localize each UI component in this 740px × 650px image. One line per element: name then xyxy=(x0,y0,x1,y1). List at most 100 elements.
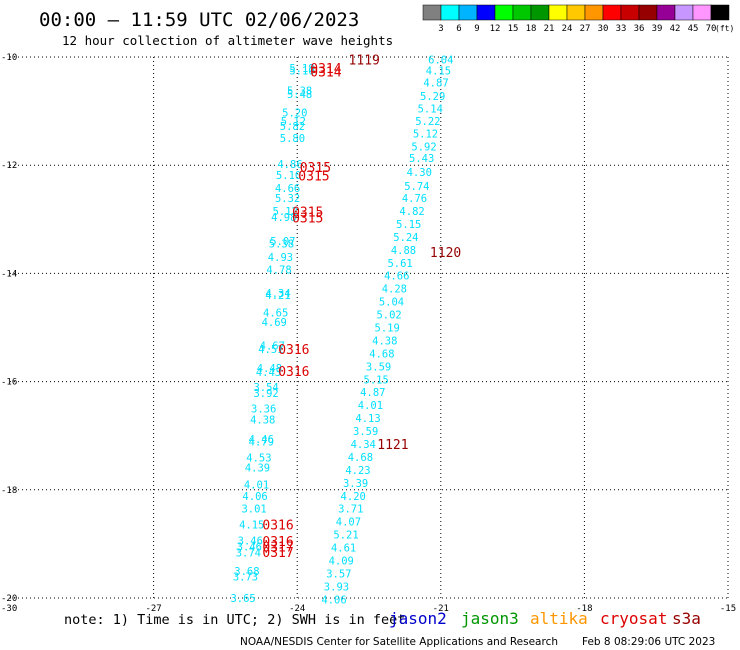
legend-jason2: jason2 xyxy=(389,609,447,628)
y-tick-label: -16 xyxy=(1,378,17,388)
colorbar-label: 9 xyxy=(474,24,479,34)
swh-value: 4.67 xyxy=(260,340,285,352)
colorbar-swatch xyxy=(674,4,694,21)
grid xyxy=(10,56,729,599)
legend-jason3: jason3 xyxy=(461,609,519,628)
swh-value: 5.92 xyxy=(411,141,436,153)
y-tick-label: -10 xyxy=(1,53,17,63)
colorbar: 3 6 9 12 15 18 21 24 27 30 33 36 39 42 45 70(ft) xyxy=(422,4,734,34)
colorbar-swatch xyxy=(602,4,622,21)
swh-value: 6.04 xyxy=(428,55,453,67)
swh-value: 4.15 xyxy=(239,519,264,531)
x-tick-label: -30 xyxy=(1,604,17,614)
swh-value: 4.66 xyxy=(384,271,409,283)
swh-value: 4.98 xyxy=(271,212,296,224)
swh-value: 4.66 xyxy=(275,183,300,195)
swh-value: 4.09 xyxy=(329,556,354,568)
colorbar-label: 70 xyxy=(706,24,717,34)
swh-value: 4.13 xyxy=(355,413,380,425)
swh-value: 3.92 xyxy=(253,388,278,400)
colorbar-swatch xyxy=(638,4,658,21)
swh-value: 4.79 xyxy=(249,437,274,449)
swh-value: 4.88 xyxy=(391,245,416,257)
swh-value: 3.01 xyxy=(241,504,266,516)
swh-value: 4.78 xyxy=(266,265,291,277)
swh-value: 5.74 xyxy=(404,181,429,193)
swh-value: 5.12 xyxy=(281,116,306,128)
y-tick-label: -14 xyxy=(1,269,17,279)
swh-value: 5.04 xyxy=(379,297,404,309)
swh-value: 3.59 xyxy=(366,361,391,373)
colorbar-unit: (ft) xyxy=(715,24,734,33)
time-label: 0315 xyxy=(298,169,329,184)
legend-s3a: s3a xyxy=(672,609,701,628)
colorbar-swatch xyxy=(548,4,568,21)
swh-value: 3.46 xyxy=(237,542,262,554)
swh-value: 4.34 xyxy=(265,288,290,300)
swh-value: 5.48 xyxy=(287,89,312,101)
swh-value: 4.38 xyxy=(372,335,397,347)
colorbar-label: 30 xyxy=(598,24,609,34)
colorbar-swatch xyxy=(710,4,730,21)
swh-value: 4.07 xyxy=(336,517,361,529)
swh-value: 5.82 xyxy=(280,121,305,133)
swh-value: 4.46 xyxy=(249,434,274,446)
tick-labels: -10 -12 -14 -16 -18 -20-30 -27 -24 -21 -18 -15 xyxy=(1,53,736,614)
colorbar-label: 21 xyxy=(544,24,555,34)
x-tick-label: -27 xyxy=(145,604,161,614)
swh-value: 5.20 xyxy=(282,108,307,120)
swh-value: 3.36 xyxy=(251,404,276,416)
colorbar-swatch xyxy=(692,4,712,21)
colorbar-label: 18 xyxy=(526,24,537,34)
colorbar-swatch xyxy=(494,4,514,21)
swh-value: 5.22 xyxy=(415,116,440,128)
chart-title: 00:00 – 11:59 UTC 02/06/2023 xyxy=(39,9,359,31)
swh-value: 4.20 xyxy=(341,491,366,503)
swh-value: 4.28 xyxy=(382,284,407,296)
swh-value: 5.14 xyxy=(418,103,443,115)
swh-value: 4.53 xyxy=(246,452,271,464)
swh-value: 5.38 xyxy=(269,239,294,251)
swh-value: 4.93 xyxy=(268,252,293,264)
colorbar-label: 36 xyxy=(634,24,645,34)
swh-value: 5.15 xyxy=(364,374,389,386)
colorbar-swatch xyxy=(422,4,442,21)
swh-value: 4.43 xyxy=(256,367,281,379)
swh-value: 4.06 xyxy=(242,491,267,503)
swh-value: 3.65 xyxy=(230,593,255,605)
swh-value: 5.24 xyxy=(393,232,418,244)
swh-value: 5.10 xyxy=(276,170,301,182)
swh-value: 4.48 xyxy=(257,363,282,375)
time-label: 0315 xyxy=(292,206,323,221)
swh-value: 3.59 xyxy=(353,426,378,438)
swh-value: 3.73 xyxy=(233,571,258,583)
time-label: 0317 xyxy=(262,541,293,556)
swh-value: 4.01 xyxy=(244,479,269,491)
legend-cryosat: cryosat xyxy=(600,609,667,628)
swh-value: 3.93 xyxy=(324,582,349,594)
swh-value: 3.74 xyxy=(236,548,261,560)
footer-credit: NOAA/NESDIS Center for Satellite Applica… xyxy=(240,636,558,648)
colorbar-swatch xyxy=(656,4,676,21)
swh-value: 5.18 xyxy=(289,63,314,75)
time-labels: 1119031403140315031503150315112003160316… xyxy=(262,54,461,561)
time-label: 0314 xyxy=(310,62,341,77)
colorbar-label: 39 xyxy=(652,24,663,34)
colorbar-label: 12 xyxy=(490,24,501,34)
swh-value: 3.54 xyxy=(253,382,278,394)
legend-altika: altika xyxy=(530,609,588,628)
time-label: 1119 xyxy=(349,54,380,69)
x-tick-label: -24 xyxy=(289,604,305,614)
colorbar-swatch xyxy=(620,4,640,21)
time-label: 0315 xyxy=(292,212,323,227)
swh-value: 4.65 xyxy=(263,307,288,319)
colorbar-label: 15 xyxy=(508,24,519,34)
colorbar-swatch xyxy=(566,4,586,21)
time-label: 0316 xyxy=(262,535,293,550)
swh-value: 3.39 xyxy=(343,478,368,490)
swh-value: 5.38 xyxy=(287,86,312,98)
swh-value: 4.68 xyxy=(369,348,394,360)
time-label: 1120 xyxy=(430,246,461,261)
colorbar-swatch xyxy=(512,4,532,21)
